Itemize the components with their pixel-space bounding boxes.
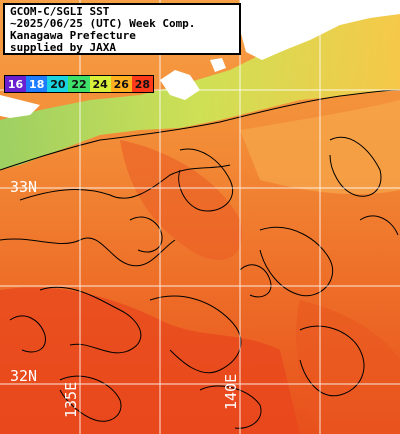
latitude-label-33n: 33N xyxy=(10,178,37,196)
latitude-label-32n: 32N xyxy=(10,367,37,385)
legend-item-18: 18 xyxy=(26,76,48,92)
legend-item-16: 16 xyxy=(5,76,27,92)
legend-item-22: 22 xyxy=(68,76,90,92)
title-line-date: ~2025/06/25 (UTC) Week Comp. xyxy=(10,17,196,30)
temperature-legend: 16 18 20 22 24 26 28 xyxy=(4,75,154,93)
warm-water-patch xyxy=(296,300,400,434)
land-area xyxy=(210,58,226,72)
title-line-product: GCOM-C/SGLI SST xyxy=(10,5,110,18)
map-title-box: GCOM-C/SGLI SST ~2025/06/25 (UTC) Week C… xyxy=(3,3,241,55)
sst-contours xyxy=(0,89,400,429)
legend-item-24: 24 xyxy=(89,76,111,92)
legend-item-20: 20 xyxy=(47,76,69,92)
warm-water-patch xyxy=(120,140,242,260)
legend-item-28: 28 xyxy=(131,76,153,92)
legend-item-26: 26 xyxy=(110,76,132,92)
title-line-credit: supplied by JAXA xyxy=(10,41,116,54)
longitude-label-140e: 140E xyxy=(222,374,240,410)
title-line-region: Kanagawa Prefecture xyxy=(10,29,136,42)
land-area xyxy=(0,95,40,118)
warm-water-patch xyxy=(0,287,300,434)
land-area xyxy=(160,70,200,100)
longitude-label-135e: 135E xyxy=(62,382,80,418)
